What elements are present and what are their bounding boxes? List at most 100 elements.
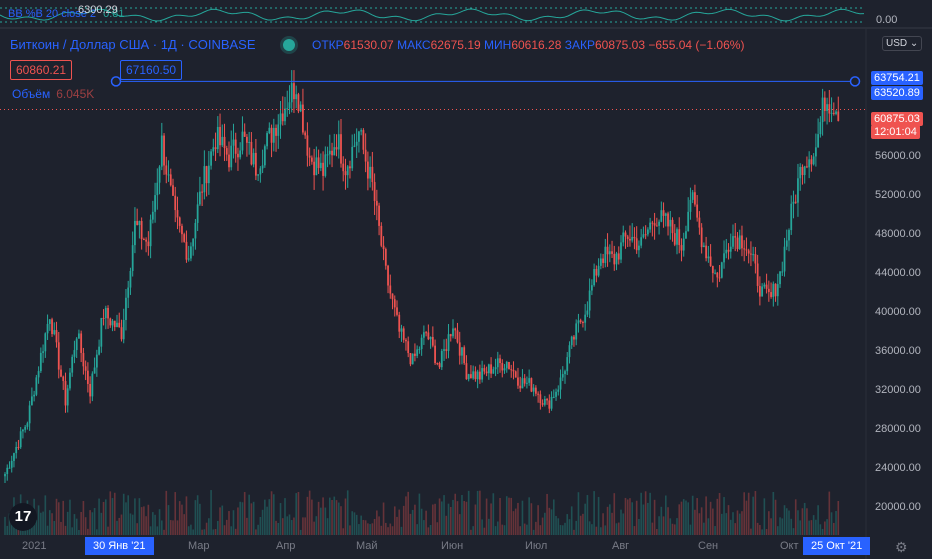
volume-bar (530, 503, 533, 535)
volume-bar (503, 525, 506, 535)
candle-body (696, 204, 699, 218)
candle-body (660, 210, 663, 222)
volume-bar (658, 516, 660, 535)
candle-body (30, 396, 33, 406)
volume-bar (537, 505, 539, 535)
gear-icon[interactable]: ⚙ (895, 539, 908, 555)
candle-body (526, 382, 528, 384)
indicator-legend[interactable]: BB %B 20 close 2 0.81 (8, 8, 125, 20)
volume-bar (66, 511, 69, 535)
volume-bar (510, 497, 513, 535)
candle-body (275, 127, 277, 136)
volume-bar (420, 508, 423, 535)
volume-bar (526, 524, 528, 535)
candle-body (588, 290, 591, 311)
candle-body (237, 153, 239, 158)
candle-body (727, 249, 730, 252)
volume-bar (763, 498, 766, 535)
candle-body (765, 284, 768, 289)
candle-body (122, 319, 125, 340)
volume-bar (346, 490, 349, 535)
volume-bar (317, 501, 320, 535)
price-tick-label: 52000.00 (875, 189, 921, 201)
market-status-icon[interactable] (283, 39, 295, 51)
volume-bar (122, 493, 125, 535)
candle-body (369, 166, 372, 179)
candle-body (821, 97, 824, 123)
candle-body (570, 336, 573, 346)
volume-bar (461, 495, 463, 535)
candle-body (803, 166, 806, 176)
candle-body (438, 363, 441, 368)
volume-bar (434, 503, 436, 535)
candle-body (138, 221, 141, 226)
volume-bar (727, 505, 730, 535)
volume-bar (96, 529, 98, 535)
candle-body (380, 225, 383, 246)
candle-body (102, 317, 105, 319)
volume-bar (593, 491, 595, 535)
candle-body (22, 429, 24, 432)
volume-bar (485, 498, 488, 535)
volume-bar (111, 498, 114, 535)
volume-bar (418, 493, 421, 535)
candle-body (407, 341, 410, 354)
volume-bar (546, 493, 548, 535)
candle-body (335, 147, 338, 150)
sell-button[interactable]: 60860.21 (10, 60, 73, 80)
volume-bar (505, 496, 508, 535)
volume-bar (698, 513, 701, 535)
volume-bar (548, 507, 551, 535)
volume-bar (508, 497, 510, 535)
volume-bar (349, 525, 351, 535)
symbol-title[interactable]: Биткоин / Доллар США · 1Д · COINBASE (10, 37, 256, 52)
volume-bar (528, 497, 530, 535)
volume-bar (788, 510, 790, 535)
buy-button[interactable]: 67160.50 (120, 60, 183, 80)
candle-body (69, 372, 71, 389)
candle-body (823, 97, 826, 111)
volume-bar (82, 501, 85, 535)
volume-bar (158, 509, 161, 535)
volume-bar (600, 527, 602, 535)
candle-body (747, 250, 750, 254)
candle-body (685, 231, 687, 239)
open-value: 61530.07 (343, 38, 394, 52)
price-tick-label: 44000.00 (875, 267, 921, 279)
candle-body (378, 205, 380, 226)
candle-body (225, 148, 228, 155)
candle-body (483, 368, 486, 372)
candle-body (785, 240, 788, 247)
volume-bar (830, 512, 833, 535)
volume-bar (257, 524, 259, 535)
volume-bar (492, 493, 495, 535)
candle-body (597, 265, 600, 276)
volume-bar (6, 525, 9, 535)
candle-body (741, 235, 743, 249)
volume-bar (353, 512, 356, 535)
volume-bar (293, 517, 295, 535)
candle-body (26, 423, 29, 427)
candle-body (772, 283, 775, 297)
tradingview-logo-icon[interactable]: 17 (9, 503, 37, 531)
candle-body (682, 238, 685, 251)
volume-bar (243, 492, 246, 535)
volume-bar (465, 501, 468, 535)
volume-bar (539, 525, 542, 535)
volume-legend[interactable]: Объём 6.045K (12, 87, 94, 101)
candle-body (288, 102, 291, 109)
candle-body (183, 234, 186, 242)
volume-bar (49, 510, 51, 535)
volume-bar (700, 507, 703, 535)
last-price-label: 60875.03 (871, 112, 923, 126)
volume-bar (794, 499, 797, 535)
volume-bar (561, 525, 564, 535)
volume-bar (651, 522, 654, 535)
volume-bar (512, 511, 515, 535)
volume-bar (252, 501, 255, 535)
volume-bar (279, 503, 282, 535)
volume-bar (89, 510, 91, 535)
currency-select[interactable]: USD ⌄ (882, 36, 923, 51)
volume-bar (777, 526, 779, 535)
